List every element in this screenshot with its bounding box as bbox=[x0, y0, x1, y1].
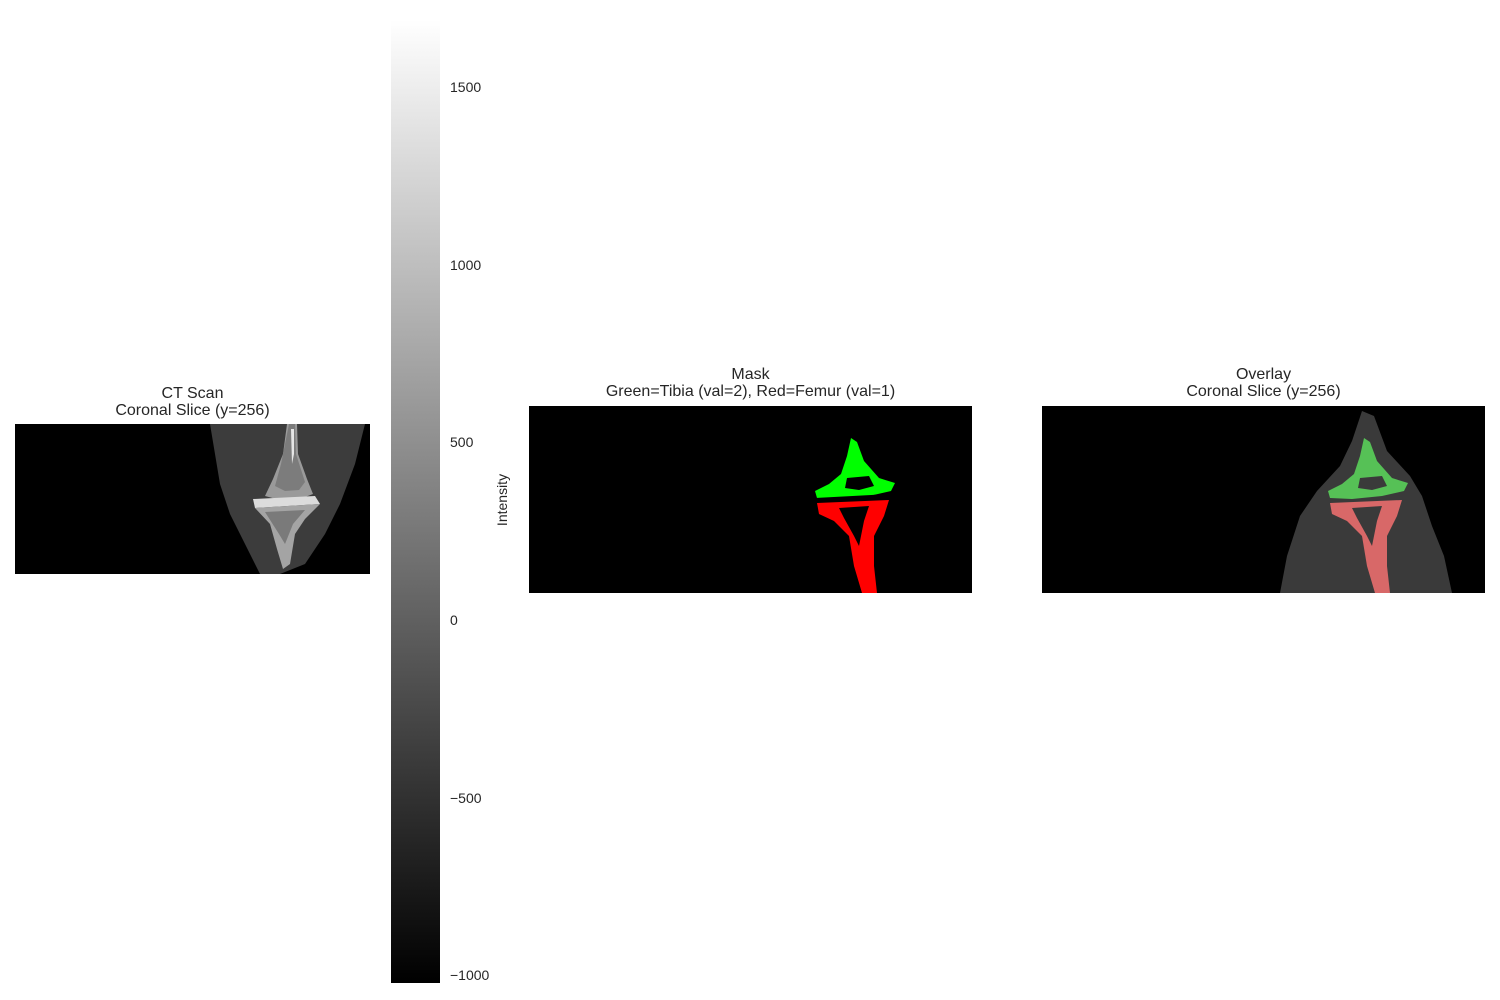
colorbar-tick-label: −1000 bbox=[450, 967, 490, 983]
ct-panel-title: CT Scan Coronal Slice (y=256) bbox=[15, 385, 370, 419]
mask-panel-title: Mask Green=Tibia (val=2), Red=Femur (val… bbox=[529, 366, 972, 400]
mask-title-line1: Mask bbox=[731, 366, 770, 383]
ct-title-line2: Coronal Slice (y=256) bbox=[115, 402, 270, 419]
overlay-image bbox=[1042, 406, 1485, 593]
colorbar-tick-label: 1000 bbox=[450, 257, 482, 273]
colorbar-label: Intensity bbox=[494, 473, 510, 527]
tibia-mask-region bbox=[815, 438, 895, 499]
mask-image bbox=[529, 406, 972, 593]
mask-title-line2: Green=Tibia (val=2), Red=Femur (val=1) bbox=[605, 383, 896, 400]
colorbar-tick-label: 1500 bbox=[450, 79, 482, 95]
ct-title-line1: CT Scan bbox=[161, 385, 224, 402]
overlay-title-line1: Overlay bbox=[1235, 366, 1292, 383]
femur-mask-region bbox=[817, 500, 889, 593]
colorbar-tick-label: 500 bbox=[450, 434, 474, 450]
overlay-panel-title: Overlay Coronal Slice (y=256) bbox=[1042, 366, 1485, 400]
colorbar-tick-label: 0 bbox=[450, 612, 458, 628]
intensity-colorbar bbox=[391, 20, 440, 983]
ct-scan-image bbox=[15, 424, 370, 574]
overlay-title-line2: Coronal Slice (y=256) bbox=[1186, 383, 1341, 400]
colorbar-tick-label: −500 bbox=[450, 790, 482, 806]
